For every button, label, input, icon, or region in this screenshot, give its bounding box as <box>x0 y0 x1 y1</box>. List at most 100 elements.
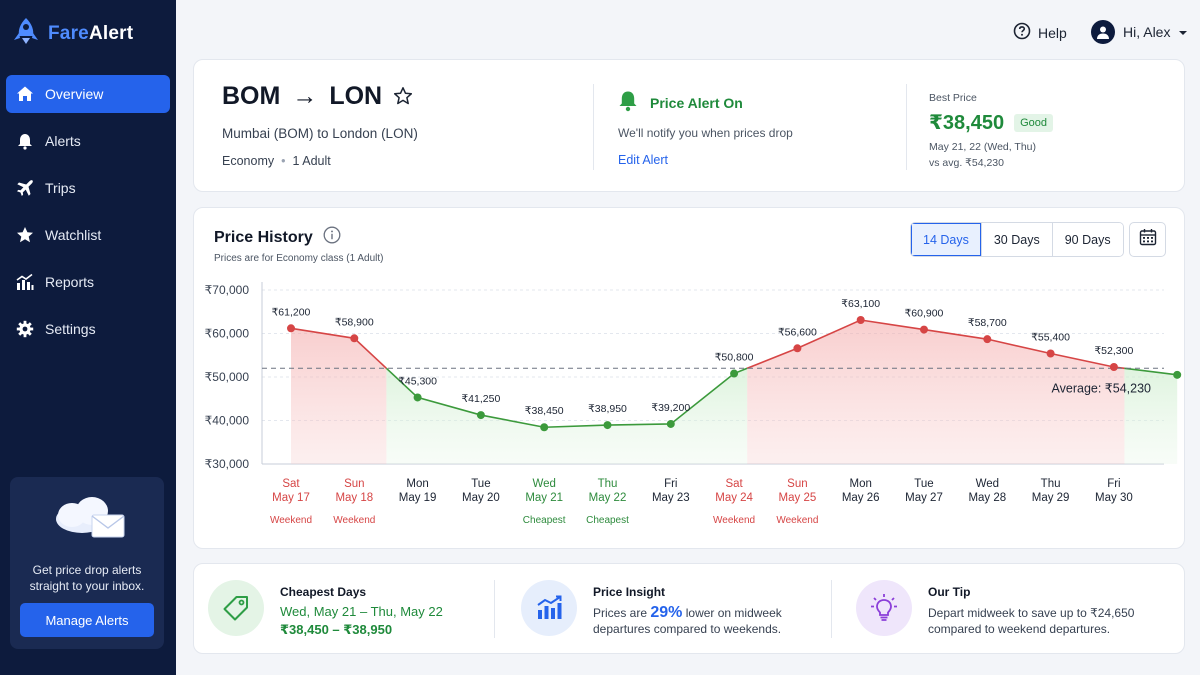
route-title: BOM → LON <box>222 82 382 111</box>
price-label: ₹38,450 <box>525 405 564 417</box>
date-range-toggle: 14 Days 30 Days 90 Days <box>910 222 1124 257</box>
info-icon[interactable] <box>323 226 341 249</box>
x-tick-day: Wed <box>976 478 999 490</box>
chart-title-text: Price History <box>214 228 313 246</box>
y-tick-label: ₹60,000 <box>205 327 250 341</box>
sidebar-item-label: Settings <box>45 321 96 337</box>
x-tick-date: May 26 <box>842 492 880 504</box>
sidebar-item-overview[interactable]: Overview <box>6 75 170 113</box>
x-tick-date: May 25 <box>779 492 817 504</box>
x-tick-day: Sun <box>344 478 364 490</box>
sidebar-item-reports[interactable]: Reports <box>6 263 170 301</box>
cabin-class: Economy <box>222 154 275 168</box>
price-point <box>1173 370 1182 379</box>
sidebar-item-alerts[interactable]: Alerts <box>6 122 170 160</box>
status-badge: Good <box>1014 113 1054 132</box>
price-alert-status: Price Alert On <box>618 90 743 115</box>
sidebar-item-watchlist[interactable]: Watchlist <box>6 216 170 254</box>
trend-chart-icon <box>521 580 577 636</box>
divider <box>494 580 495 638</box>
passenger-count: 1 Adult <box>292 154 331 168</box>
help-label: Help <box>1038 24 1067 41</box>
x-tick-day: Thu <box>1041 478 1061 490</box>
average-label: Average: ₹54,230 <box>1052 381 1152 395</box>
price-label: ₹55,400 <box>1031 332 1070 344</box>
sidebar-item-label: Overview <box>45 86 104 102</box>
cheapest-price-range: ₹38,450 – ₹38,950 <box>280 622 393 637</box>
price-point <box>603 421 612 430</box>
chart-subtitle: Prices are for Economy class (1 Adult) <box>214 253 384 264</box>
x-tick-date: May 28 <box>968 492 1006 504</box>
day-tag: Cheapest <box>523 515 566 526</box>
range-90-days-button[interactable]: 90 Days <box>1052 223 1123 256</box>
day-tag: Cheapest <box>586 515 629 526</box>
sidebar-item-label: Watchlist <box>45 227 102 243</box>
price-point <box>350 334 359 343</box>
price-point <box>1109 362 1118 371</box>
price-label: ₹39,200 <box>651 402 690 414</box>
day-tag: Weekend <box>333 515 375 526</box>
x-tick-date: May 22 <box>589 492 627 504</box>
favorite-star-icon[interactable] <box>393 86 413 111</box>
gear-icon <box>16 320 34 338</box>
range-30-days-button[interactable]: 30 Days <box>981 223 1053 256</box>
price-line-below-average <box>385 367 748 429</box>
x-tick-day: Sun <box>787 478 807 490</box>
price-label: ₹63,100 <box>841 298 880 310</box>
price-label: ₹38,950 <box>588 403 627 415</box>
brand[interactable]: FareAlert <box>12 16 133 51</box>
price-label: ₹58,700 <box>968 317 1007 329</box>
price-point <box>920 325 928 334</box>
below-average-area <box>386 368 748 464</box>
calendar-button[interactable] <box>1129 222 1166 257</box>
x-tick-day: Fri <box>1107 478 1120 490</box>
price-label: ₹50,800 <box>715 352 754 364</box>
divider <box>593 84 594 170</box>
range-14-days-button[interactable]: 14 Days <box>911 223 982 256</box>
sidebar-item-label: Reports <box>45 274 95 290</box>
separator-dot: • <box>281 154 286 168</box>
day-tag: Weekend <box>713 515 755 526</box>
sidebar-item-settings[interactable]: Settings <box>6 310 170 348</box>
price-label: ₹45,300 <box>398 375 437 387</box>
above-average-area <box>291 328 387 464</box>
savings-percent: 29% <box>650 604 683 621</box>
price-alert-description: We'll notify you when prices drop <box>618 126 793 140</box>
sidebar-item-label: Alerts <box>45 133 81 149</box>
help-link[interactable]: Help <box>1013 22 1067 43</box>
price-point <box>730 369 739 378</box>
price-history-card: Price History Prices are for Economy cla… <box>193 207 1185 549</box>
x-tick-day: Mon <box>406 478 428 490</box>
brand-name: FareAlert <box>48 22 134 44</box>
price-point <box>540 423 549 432</box>
chart-title: Price History <box>214 226 341 249</box>
best-price-block: Best Price ₹38,450 Good May 21, 22 (Wed,… <box>929 92 1054 169</box>
x-tick-day: Mon <box>850 478 872 490</box>
price-label: ₹41,250 <box>462 393 501 405</box>
below-average-area <box>1124 368 1178 464</box>
bell-icon <box>618 90 638 115</box>
manage-alerts-button[interactable]: Manage Alerts <box>20 603 154 637</box>
day-tag: Weekend <box>270 515 312 526</box>
user-menu[interactable]: Hi, Alex <box>1091 20 1188 44</box>
x-tick-day: Sat <box>282 478 300 490</box>
home-icon <box>16 85 34 103</box>
x-tick-date: May 30 <box>1095 492 1133 504</box>
price-point <box>1046 349 1055 358</box>
price-point <box>856 316 865 325</box>
sidebar-item-trips[interactable]: Trips <box>6 169 170 207</box>
price-label: ₹61,200 <box>272 306 311 318</box>
bell-icon <box>16 132 34 150</box>
insight-title: Price Insight <box>593 585 666 599</box>
route-destination: LON <box>329 82 383 110</box>
edit-alert-link[interactable]: Edit Alert <box>618 153 669 167</box>
price-label: ₹52,300 <box>1095 345 1134 357</box>
y-tick-label: ₹40,000 <box>205 414 250 428</box>
best-price-value: ₹38,450 <box>929 112 1005 134</box>
price-point <box>476 411 485 420</box>
y-tick-label: ₹70,000 <box>205 283 250 297</box>
x-tick-date: May 19 <box>399 492 437 504</box>
route-origin: BOM <box>222 82 281 110</box>
best-price-label: Best Price <box>929 92 977 104</box>
x-tick-date: May 27 <box>905 492 943 504</box>
